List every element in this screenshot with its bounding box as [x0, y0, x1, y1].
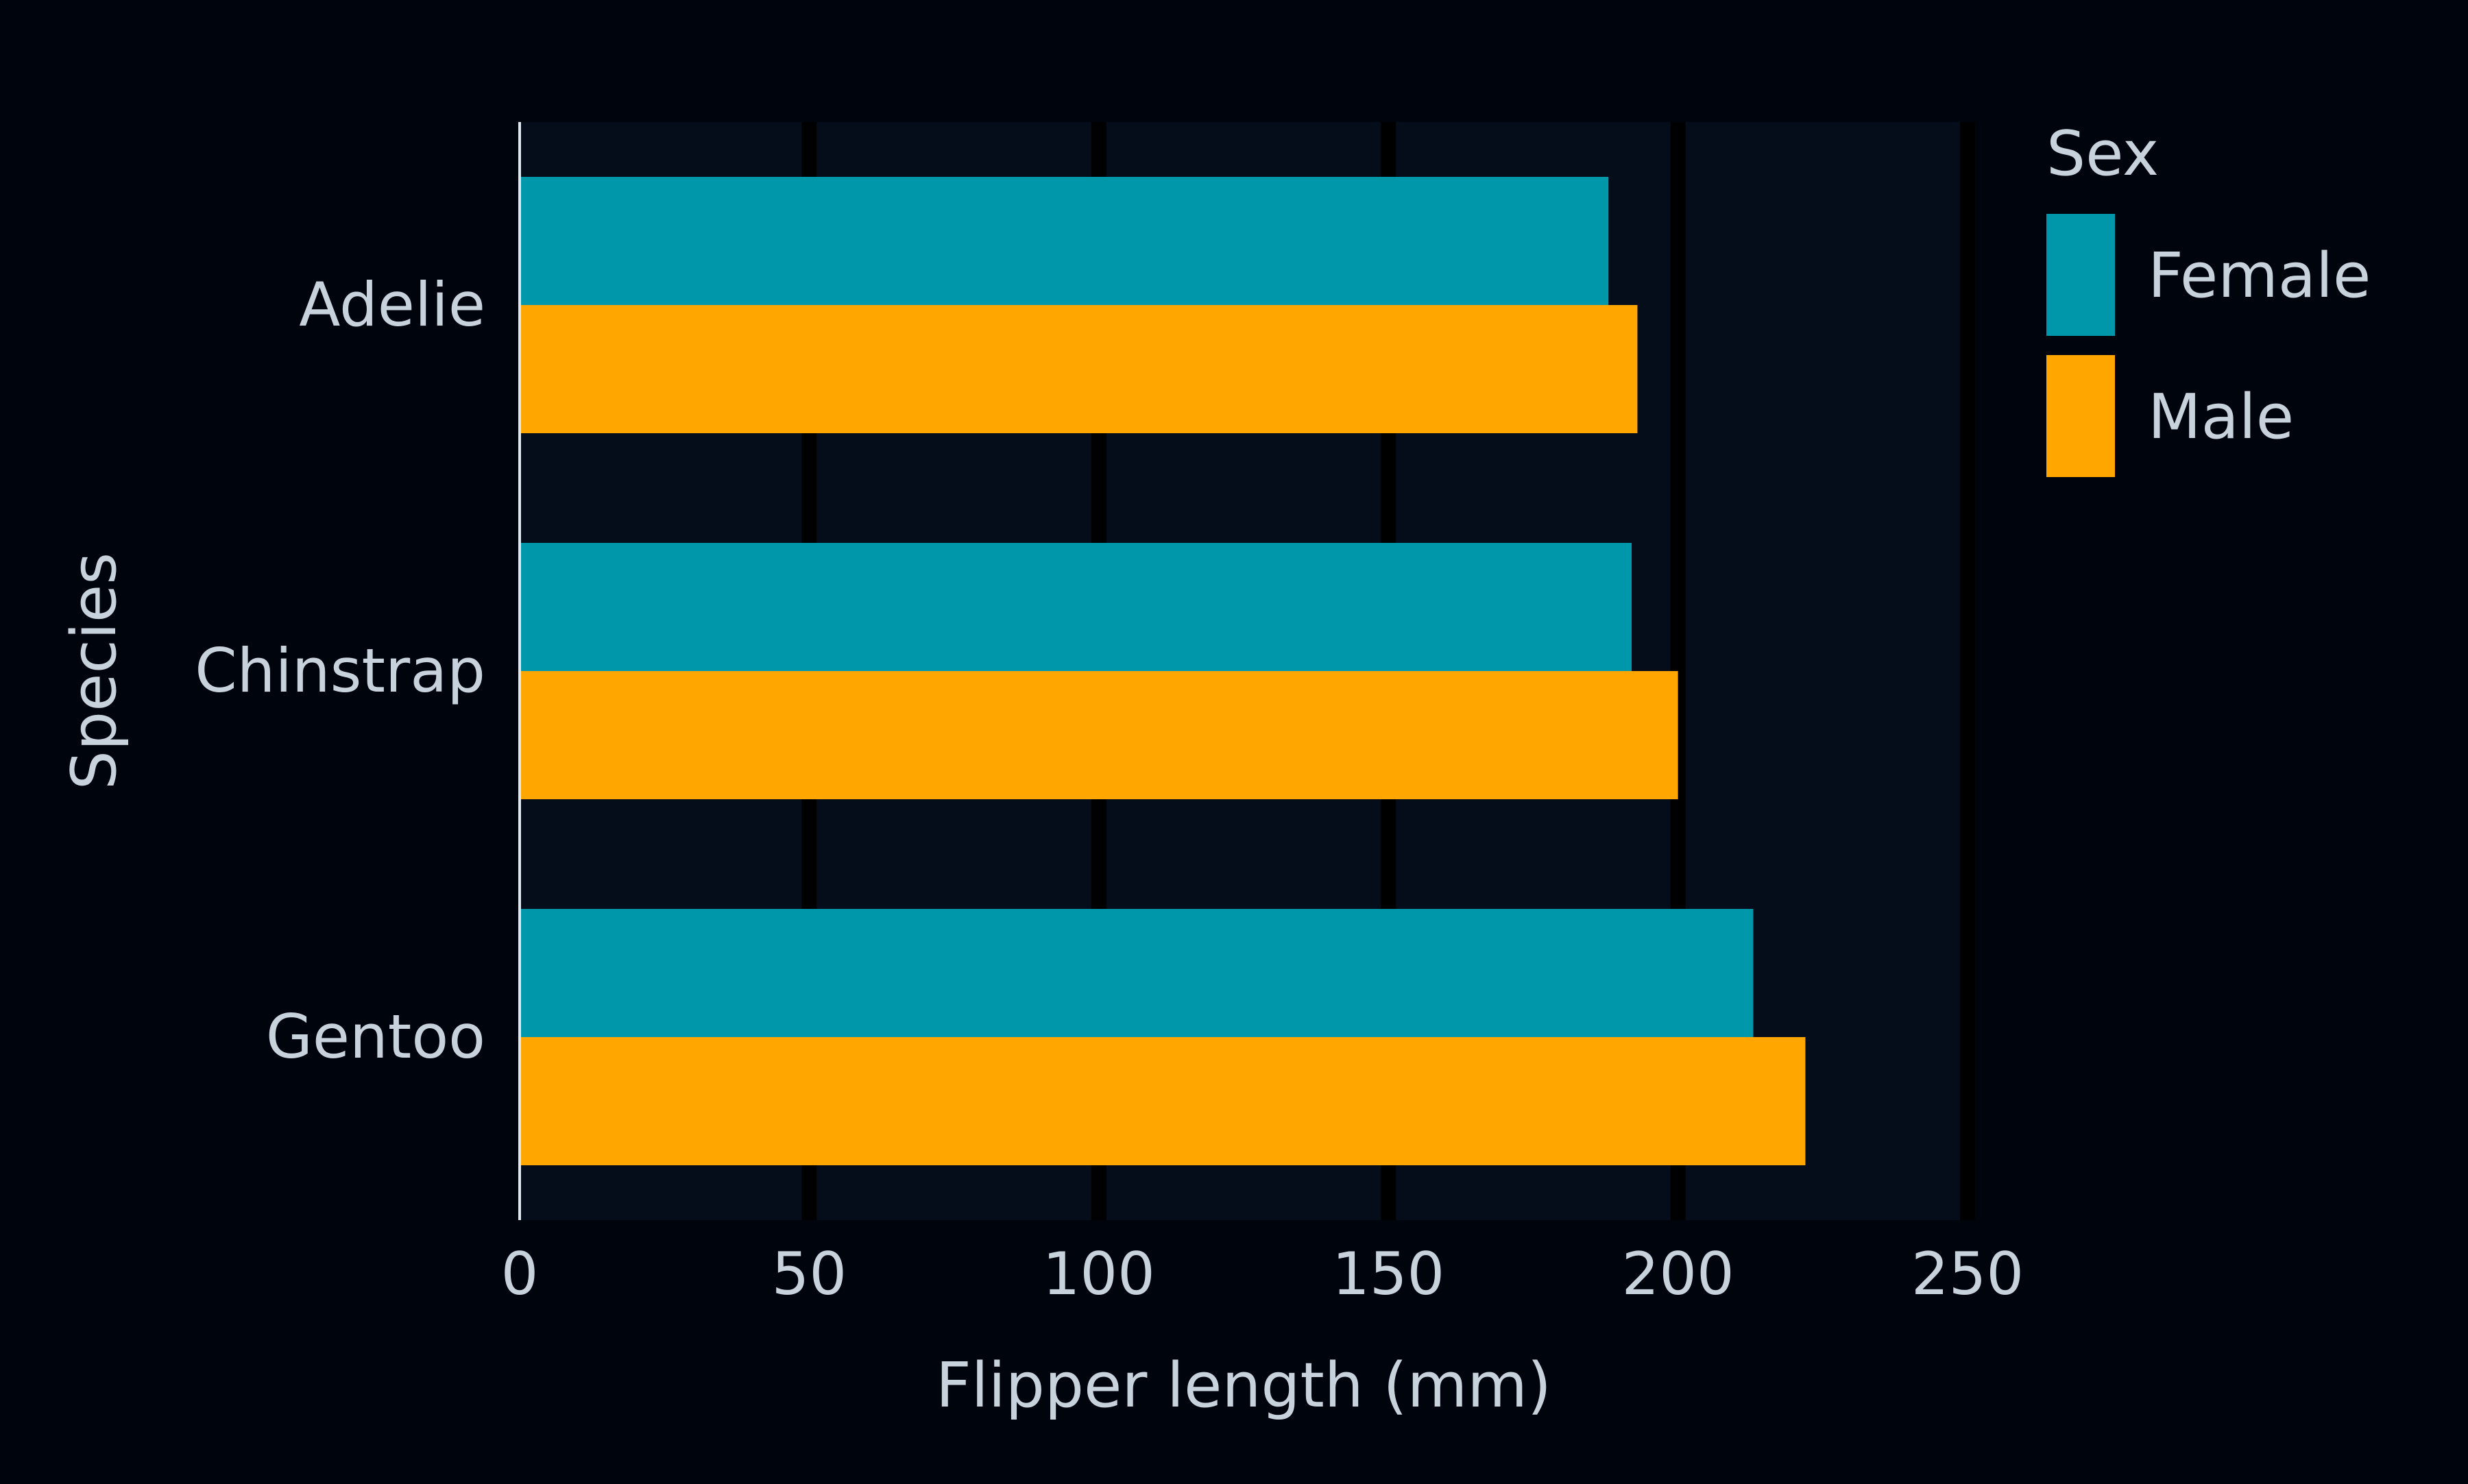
- y-tick-label-gentoo: Gentoo: [266, 1001, 485, 1072]
- y-tick-label-chinstrap: Chinstrap: [195, 635, 485, 706]
- x-tick-label-200: 200: [1622, 1240, 1734, 1309]
- bar-chinstrap-female: [520, 543, 1632, 671]
- legend: Sex Female Male: [2046, 118, 2371, 477]
- legend-title: Sex: [2046, 118, 2159, 190]
- y-tick-labels: Adelie Chinstrap Gentoo: [195, 269, 485, 1072]
- x-tick-label-250: 250: [1911, 1240, 2024, 1309]
- x-tick-label-0: 0: [501, 1240, 539, 1309]
- x-tick-label-100: 100: [1043, 1240, 1155, 1309]
- x-tick-label-50: 50: [772, 1240, 847, 1309]
- bars: [520, 177, 1806, 1165]
- legend-label-male: Male: [2148, 381, 2294, 453]
- x-axis-title: Flipper length (mm): [936, 1350, 1551, 1422]
- bar-chinstrap-male: [520, 671, 1678, 799]
- y-axis-title: Species: [58, 552, 130, 790]
- bar-adelie-male: [520, 305, 1638, 433]
- legend-swatch-female: [2046, 214, 2115, 336]
- bar-gentoo-female: [520, 909, 1754, 1037]
- legend-items: Female Male: [2046, 214, 2371, 477]
- bar-adelie-female: [520, 177, 1609, 305]
- x-tick-label-150: 150: [1332, 1240, 1444, 1309]
- x-tick-labels: 0 50 100 150 200 250: [501, 1240, 2024, 1309]
- y-tick-label-adelie: Adelie: [299, 269, 485, 340]
- bar-gentoo-male: [520, 1037, 1806, 1165]
- legend-label-female: Female: [2148, 240, 2371, 312]
- legend-swatch-male: [2046, 355, 2115, 477]
